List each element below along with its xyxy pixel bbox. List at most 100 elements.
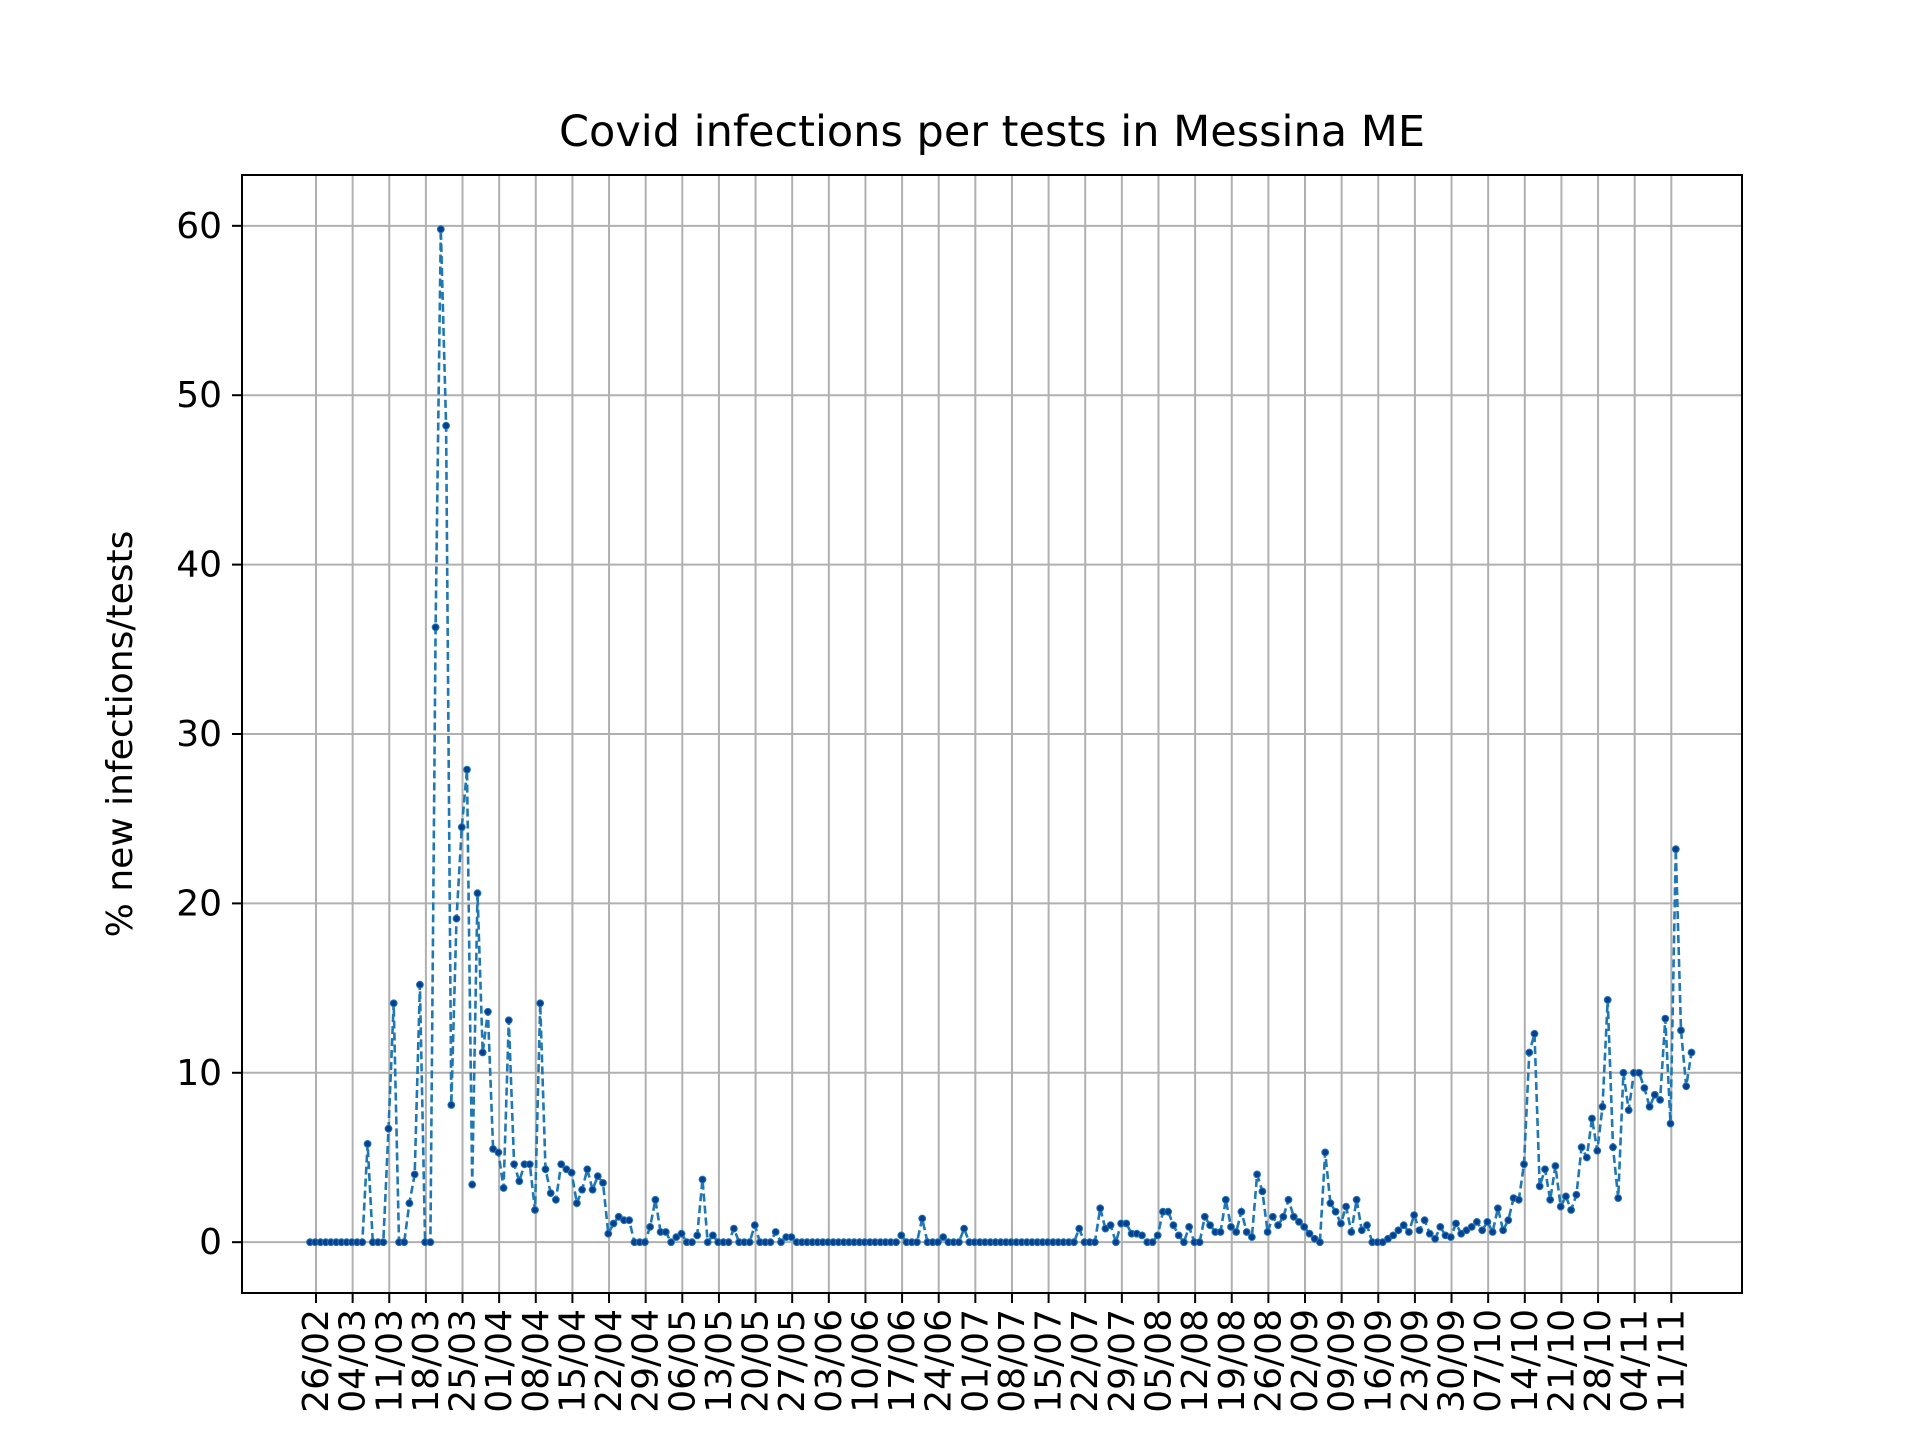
y-tick-label: 50 bbox=[176, 375, 222, 416]
data-point bbox=[1216, 1228, 1225, 1236]
data-point bbox=[1494, 1204, 1502, 1213]
data-point bbox=[703, 1238, 712, 1247]
data-point bbox=[688, 1238, 696, 1247]
data-point bbox=[724, 1238, 733, 1247]
y-tick-label: 10 bbox=[176, 1053, 222, 1094]
data-point bbox=[389, 999, 398, 1008]
data-point bbox=[1326, 1199, 1335, 1208]
data-point bbox=[1096, 1204, 1105, 1213]
x-tick-label: 04/03 bbox=[333, 1309, 374, 1413]
data-point bbox=[1525, 1048, 1534, 1057]
data-point bbox=[745, 1238, 754, 1247]
x-tick-label: 03/06 bbox=[809, 1309, 850, 1413]
x-tick-label: 26/08 bbox=[1248, 1309, 1289, 1413]
data-point bbox=[515, 1177, 524, 1186]
data-point bbox=[1399, 1221, 1408, 1230]
data-point bbox=[599, 1179, 607, 1187]
data-point bbox=[1483, 1218, 1492, 1226]
data-point bbox=[426, 1238, 435, 1247]
data-point bbox=[693, 1231, 702, 1240]
data-point bbox=[1546, 1195, 1555, 1204]
x-tick-label: 01/07 bbox=[955, 1309, 996, 1413]
data-point bbox=[913, 1238, 921, 1247]
tick-layer: 010203040506026/0204/0311/0318/0325/0301… bbox=[176, 206, 1692, 1413]
y-tick-label: 30 bbox=[176, 714, 222, 755]
data-point bbox=[1394, 1226, 1403, 1235]
data-point bbox=[766, 1238, 775, 1247]
data-point bbox=[1248, 1233, 1256, 1241]
data-point bbox=[1258, 1187, 1267, 1196]
x-tick-label: 20/05 bbox=[736, 1309, 777, 1413]
data-point bbox=[1289, 1212, 1298, 1221]
x-tick-label: 06/05 bbox=[662, 1309, 703, 1413]
data-point bbox=[546, 1189, 555, 1197]
data-point bbox=[1316, 1238, 1324, 1247]
x-tick-label: 12/08 bbox=[1175, 1309, 1216, 1413]
data-point bbox=[1656, 1096, 1664, 1104]
data-point bbox=[1473, 1218, 1481, 1226]
x-tick-label: 19/08 bbox=[1212, 1309, 1253, 1413]
x-tick-label: 30/09 bbox=[1432, 1309, 1473, 1413]
data-point bbox=[777, 1238, 785, 1247]
data-point bbox=[1410, 1211, 1418, 1219]
data-point bbox=[1530, 1029, 1539, 1038]
data-point bbox=[892, 1238, 900, 1247]
data-point bbox=[1075, 1224, 1084, 1233]
data-point bbox=[1425, 1229, 1434, 1238]
data-point bbox=[771, 1228, 780, 1236]
data-point bbox=[1593, 1146, 1602, 1155]
data-point bbox=[552, 1195, 560, 1204]
x-tick-label: 11/03 bbox=[369, 1309, 410, 1413]
chart-title: Covid infections per tests in Messina ME bbox=[559, 107, 1425, 157]
data-point bbox=[525, 1160, 534, 1169]
data-point bbox=[1180, 1238, 1188, 1247]
data-point bbox=[457, 823, 466, 832]
x-tick-label: 09/09 bbox=[1322, 1309, 1363, 1413]
data-point bbox=[1227, 1223, 1235, 1231]
data-point bbox=[510, 1160, 518, 1169]
data-point bbox=[1153, 1231, 1162, 1240]
data-point bbox=[1405, 1228, 1413, 1236]
x-tick-label: 13/05 bbox=[699, 1309, 740, 1413]
x-tick-label: 21/10 bbox=[1541, 1309, 1582, 1413]
data-point bbox=[1279, 1212, 1288, 1221]
data-point bbox=[1624, 1106, 1633, 1114]
data-point bbox=[1661, 1014, 1670, 1023]
data-point bbox=[1431, 1234, 1439, 1243]
data-point bbox=[1357, 1226, 1366, 1235]
y-tick-label: 20 bbox=[176, 883, 222, 924]
data-point bbox=[379, 1238, 388, 1247]
data-point bbox=[651, 1195, 660, 1204]
data-point bbox=[1682, 1082, 1691, 1091]
data-point bbox=[384, 1124, 393, 1133]
x-tick-label: 15/04 bbox=[552, 1309, 593, 1413]
data-point bbox=[468, 1180, 477, 1189]
data-point bbox=[1687, 1048, 1696, 1057]
data-point bbox=[1671, 845, 1680, 854]
data-point bbox=[1242, 1228, 1251, 1236]
x-tick-label: 08/07 bbox=[992, 1309, 1033, 1413]
data-point bbox=[463, 765, 471, 774]
data-point bbox=[410, 1170, 419, 1179]
data-point bbox=[1164, 1207, 1173, 1216]
data-point bbox=[730, 1224, 738, 1233]
data-point bbox=[1347, 1228, 1356, 1236]
data-point bbox=[473, 889, 482, 898]
data-point bbox=[1420, 1216, 1429, 1225]
x-tick-label: 01/04 bbox=[479, 1309, 520, 1413]
data-point bbox=[1504, 1216, 1513, 1225]
x-tick-label: 11/11 bbox=[1651, 1309, 1692, 1413]
data-point bbox=[1352, 1195, 1361, 1204]
y-tick-label: 0 bbox=[199, 1222, 222, 1263]
data-point bbox=[918, 1214, 927, 1223]
data-point bbox=[531, 1206, 539, 1214]
data-point bbox=[1452, 1219, 1460, 1228]
x-tick-label: 29/07 bbox=[1102, 1309, 1143, 1413]
y-tick-label: 60 bbox=[176, 206, 222, 247]
x-tick-label: 22/07 bbox=[1065, 1309, 1106, 1413]
data-point bbox=[1237, 1207, 1246, 1216]
data-point bbox=[494, 1148, 503, 1157]
data-point bbox=[667, 1238, 675, 1247]
x-tick-label: 23/09 bbox=[1395, 1309, 1436, 1413]
